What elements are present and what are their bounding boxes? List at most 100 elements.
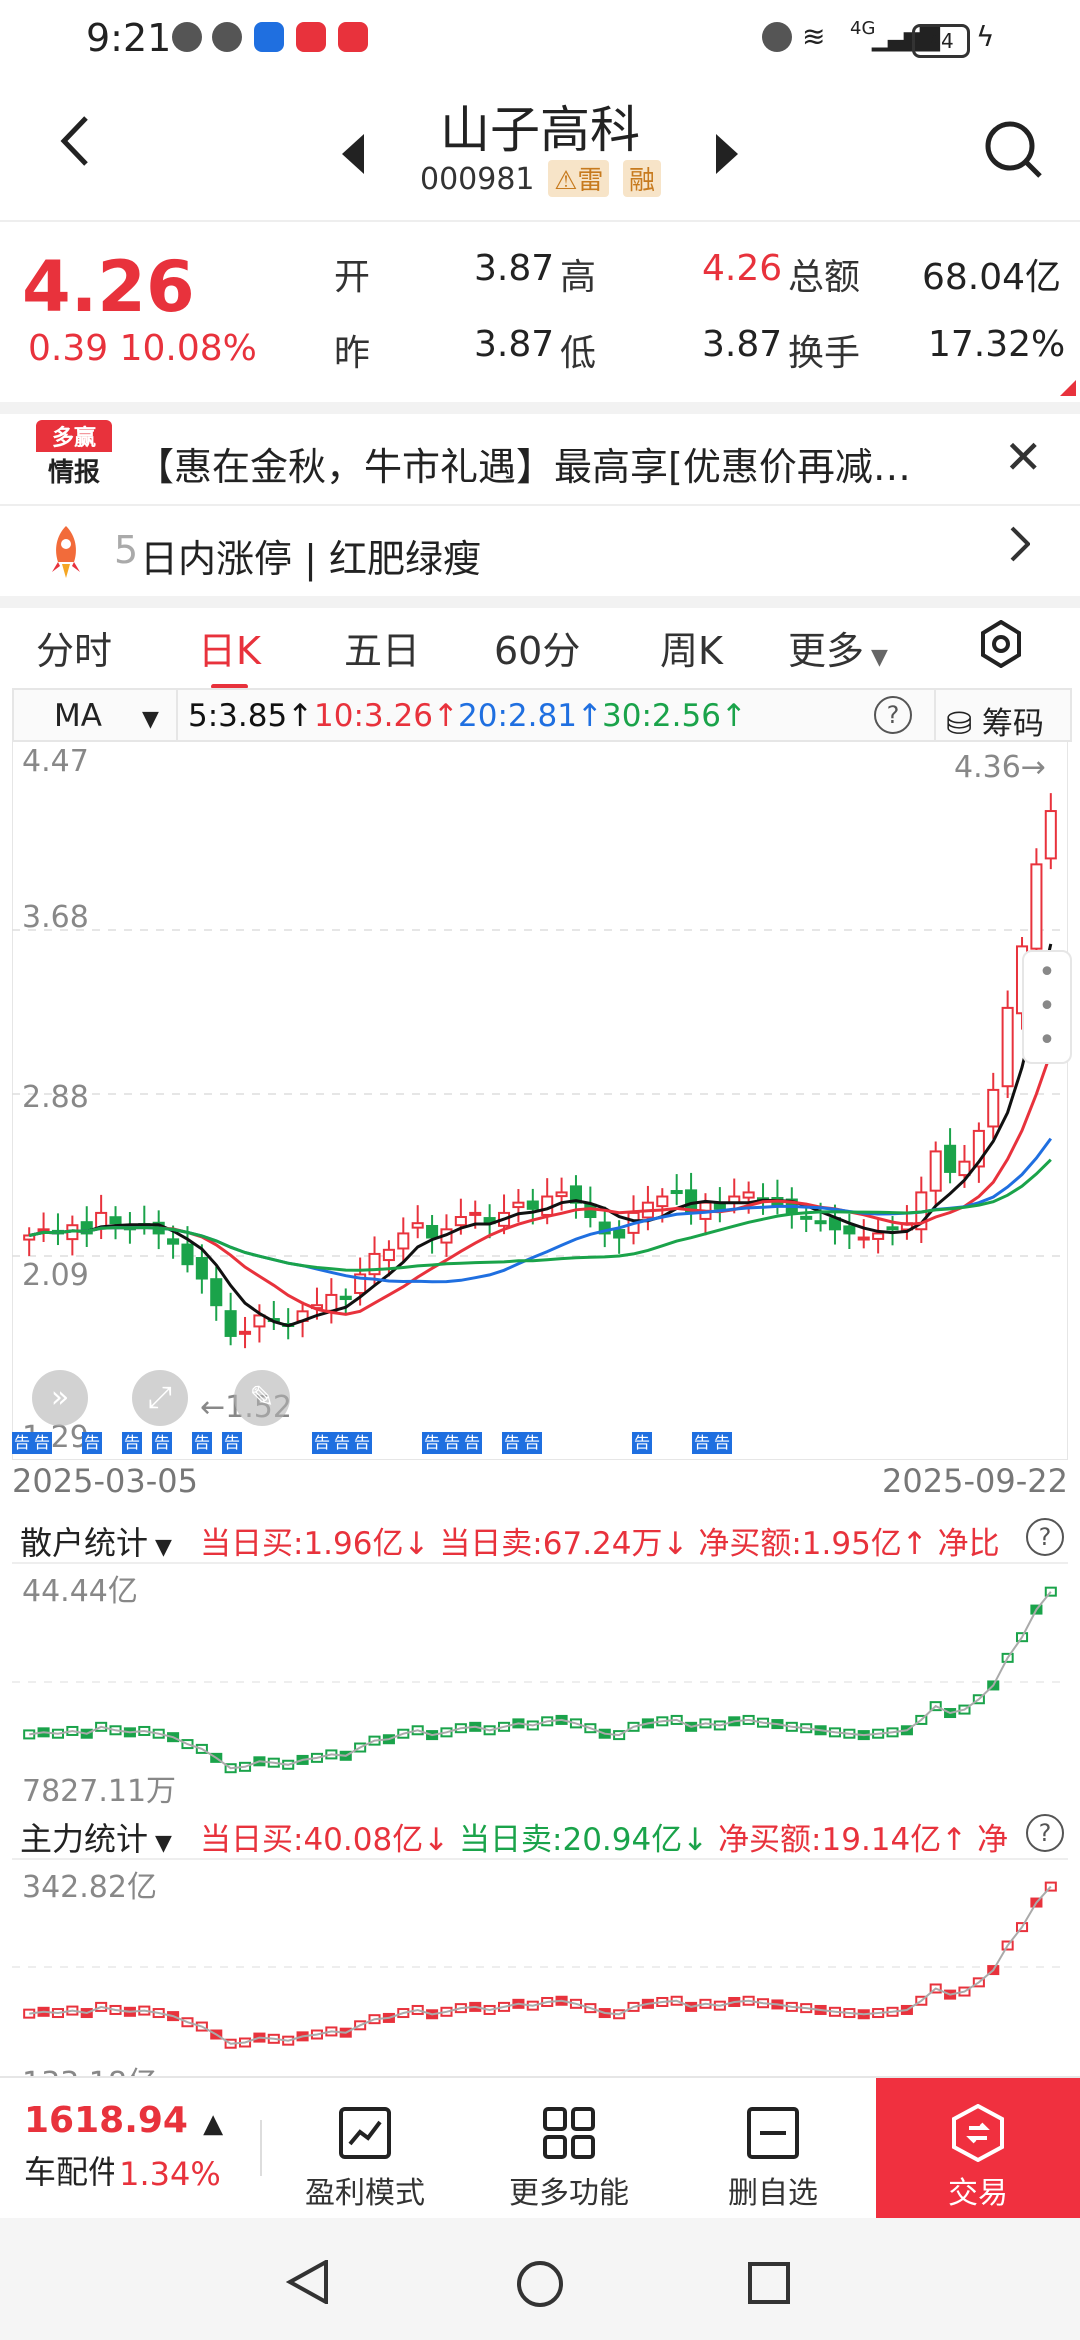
margin-tag[interactable]: 融 (622, 160, 661, 197)
candle-body (469, 1211, 482, 1216)
announcement-marker[interactable]: 告 (152, 1432, 173, 1454)
risk-tag[interactable]: ⚠雷 (548, 160, 610, 197)
amount-value: 68.04亿 (922, 257, 1062, 298)
help-icon[interactable]: ? (1026, 1814, 1064, 1852)
close-icon[interactable]: ✕ (1004, 430, 1043, 484)
logo-bottom: 情报 (47, 458, 100, 488)
more-options-handle[interactable]: • • • (1022, 950, 1072, 1064)
announcement-marker[interactable]: 告 (192, 1432, 213, 1454)
main-force-title[interactable]: 主力统计 ▼ (20, 1814, 172, 1860)
tab-60min[interactable]: 60分 (494, 629, 581, 673)
announcement-marker[interactable]: 告 (422, 1432, 443, 1454)
next-stock-icon[interactable] (716, 124, 738, 187)
tab-more[interactable]: 更多 ▼ (788, 620, 888, 675)
ma5-value: 5:3.85↑ (188, 698, 314, 734)
ad-text[interactable]: 【惠在金秋，牛市礼遇】最高享[优惠价再减… (136, 445, 911, 489)
vertical-dots-icon: • • • (1038, 955, 1056, 1058)
more-functions-button[interactable]: 更多功能 (474, 2078, 664, 2220)
back-icon[interactable] (60, 114, 90, 181)
corner-triangle-icon (1060, 380, 1076, 396)
quote-panel[interactable]: 4.26 0.39 10.08% 开 3.87 高 4.26 总额 68.04亿… (0, 222, 1080, 414)
search-icon[interactable] (984, 120, 1044, 193)
main-force-svg[interactable] (12, 1858, 1068, 2076)
signal-icon: ▁▃▅▇ (872, 22, 940, 52)
candle-body (613, 1229, 626, 1239)
retail-chart[interactable]: 44.44亿 7827.11万 (12, 1562, 1068, 1809)
app-icon-red (338, 22, 368, 52)
candlestick-chart[interactable]: 4.47 3.68 2.88 2.09 1.29 4.36→ ←1.52 » ⤢… (12, 740, 1072, 1460)
current-price: 4.26 (22, 246, 195, 328)
candle-body (109, 1216, 122, 1225)
announcement-marker[interactable]: 告 (522, 1432, 543, 1454)
candle-body (857, 1236, 870, 1241)
retail-header: 散户统计 ▼ 当日买:1.96亿↓ 当日卖:67.24万↓ 净买额:1.95亿↑… (12, 1510, 1068, 1564)
help-icon[interactable]: ? (874, 696, 912, 734)
draw-icon[interactable]: ✎ (234, 1370, 290, 1426)
main-force-y-bottom: 133.18亿 (22, 2058, 157, 2076)
ad-banner[interactable]: 多赢 情报 【惠在金秋，牛市礼遇】最高享[优惠价再减… ✕ (0, 412, 1080, 506)
announcement-marker[interactable]: 告 (222, 1432, 243, 1454)
announcement-marker[interactable]: 告 (32, 1432, 53, 1454)
retail-title-text: 散户统计 (20, 1524, 149, 1562)
trend-chart-icon (339, 2107, 391, 2159)
tab-daily-k[interactable]: 日K (198, 620, 261, 689)
limit-up-row[interactable]: 5 日内涨停 | 红肥绿瘦 (0, 506, 1080, 608)
minus-box-icon (747, 2107, 799, 2159)
candle-body (80, 1221, 93, 1235)
nav-recents-icon[interactable] (748, 2262, 790, 2304)
ma-selector[interactable]: MA ▼ (54, 698, 159, 734)
price-change: 0.39 10.08% (28, 328, 257, 369)
candlestick-svg[interactable] (12, 740, 1068, 1460)
wechat-icon (212, 22, 242, 52)
nav-home-icon[interactable] (516, 2260, 564, 2308)
announcement-marker[interactable]: 告 (122, 1432, 143, 1454)
fullscreen-icon[interactable]: ⤢ (132, 1370, 188, 1426)
status-time: 9:21 (86, 16, 172, 60)
announcement-marker[interactable]: 告 (12, 1432, 33, 1454)
sector-index[interactable]: 1618.94 ▲ 车配件 1.34% (24, 2100, 223, 2193)
retail-net: 净买额:1.95亿↑ (698, 1526, 928, 1562)
retail-title[interactable]: 散户统计 ▼ (20, 1518, 172, 1564)
profit-mode-button[interactable]: 盈利模式 (270, 2078, 460, 2220)
logo-top: 多赢 (36, 420, 112, 452)
prev-stock-icon[interactable] (342, 124, 364, 187)
tab-weekly-k[interactable]: 周K (660, 629, 723, 673)
announcement-marker[interactable]: 告 (442, 1432, 463, 1454)
turnover-label: 换手 (788, 333, 861, 374)
sector-name: 车配件 (24, 2153, 114, 2191)
announcement-marker[interactable]: 告 (502, 1432, 523, 1454)
tab-five-day[interactable]: 五日 (344, 629, 421, 673)
stat-line (29, 1885, 1052, 2045)
candle-body (368, 1252, 381, 1276)
retail-svg[interactable] (12, 1562, 1068, 1802)
app-icon-hahui (254, 22, 284, 52)
low-value: 3.87 (702, 324, 783, 365)
trade-button[interactable]: 交易 (876, 2078, 1080, 2220)
announcement-marker[interactable]: 告 (632, 1432, 653, 1454)
chip-button[interactable]: ⛁ 筹码 (946, 698, 1044, 743)
trade-icon (952, 2103, 1004, 2163)
prev-label: 昨 (334, 333, 371, 374)
status-bar: 9:21 ≋ 4G ▁▃▅▇ 44 ϟ (0, 0, 1080, 80)
announcement-marker[interactable]: 告 (712, 1432, 733, 1454)
candle-body (958, 1160, 971, 1177)
announcement-markers: 告告告告告告告告告告告告告告告告告告 (12, 1432, 1068, 1456)
announcement-marker[interactable]: 告 (332, 1432, 353, 1454)
help-icon[interactable]: ? (1026, 1518, 1064, 1556)
nav-back-icon[interactable] (286, 2260, 330, 2304)
announcement-marker[interactable]: 告 (352, 1432, 373, 1454)
grid-icon (543, 2107, 595, 2159)
tab-intraday[interactable]: 分时 (36, 629, 113, 673)
candle-body (800, 1215, 813, 1220)
main-force-chart[interactable]: 342.82亿 133.18亿 (12, 1858, 1068, 2076)
announcement-marker[interactable]: 告 (692, 1432, 713, 1454)
expand-icon[interactable]: » (32, 1370, 88, 1426)
candle-body (411, 1222, 424, 1229)
announcement-marker[interactable]: 告 (462, 1432, 483, 1454)
remove-watchlist-button[interactable]: 删自选 (678, 2078, 868, 2220)
divider (260, 2120, 262, 2176)
max-price-note: 4.36→ (954, 750, 1046, 785)
settings-icon[interactable] (980, 619, 1022, 672)
announcement-marker[interactable]: 告 (82, 1432, 103, 1454)
announcement-marker[interactable]: 告 (312, 1432, 333, 1454)
